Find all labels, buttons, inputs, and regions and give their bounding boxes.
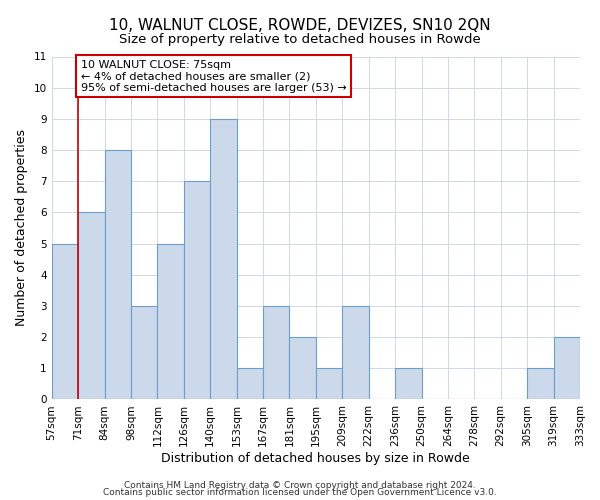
Bar	[236, 368, 263, 400]
Bar	[527, 368, 554, 400]
Bar	[184, 181, 210, 400]
Text: 10 WALNUT CLOSE: 75sqm
← 4% of detached houses are smaller (2)
95% of semi-detac: 10 WALNUT CLOSE: 75sqm ← 4% of detached …	[81, 60, 346, 93]
Bar	[157, 244, 184, 400]
Bar	[263, 306, 289, 400]
X-axis label: Distribution of detached houses by size in Rowde: Distribution of detached houses by size …	[161, 452, 470, 465]
Text: Contains HM Land Registry data © Crown copyright and database right 2024.: Contains HM Land Registry data © Crown c…	[124, 480, 476, 490]
Bar	[554, 337, 580, 400]
Text: Contains public sector information licensed under the Open Government Licence v3: Contains public sector information licen…	[103, 488, 497, 497]
Bar	[342, 306, 368, 400]
Y-axis label: Number of detached properties: Number of detached properties	[15, 130, 28, 326]
Bar	[289, 337, 316, 400]
Bar	[131, 306, 157, 400]
Bar	[52, 244, 78, 400]
Text: Size of property relative to detached houses in Rowde: Size of property relative to detached ho…	[119, 32, 481, 46]
Bar	[395, 368, 421, 400]
Bar	[316, 368, 342, 400]
Bar	[210, 119, 236, 400]
Bar	[104, 150, 131, 400]
Text: 10, WALNUT CLOSE, ROWDE, DEVIZES, SN10 2QN: 10, WALNUT CLOSE, ROWDE, DEVIZES, SN10 2…	[109, 18, 491, 32]
Bar	[78, 212, 104, 400]
